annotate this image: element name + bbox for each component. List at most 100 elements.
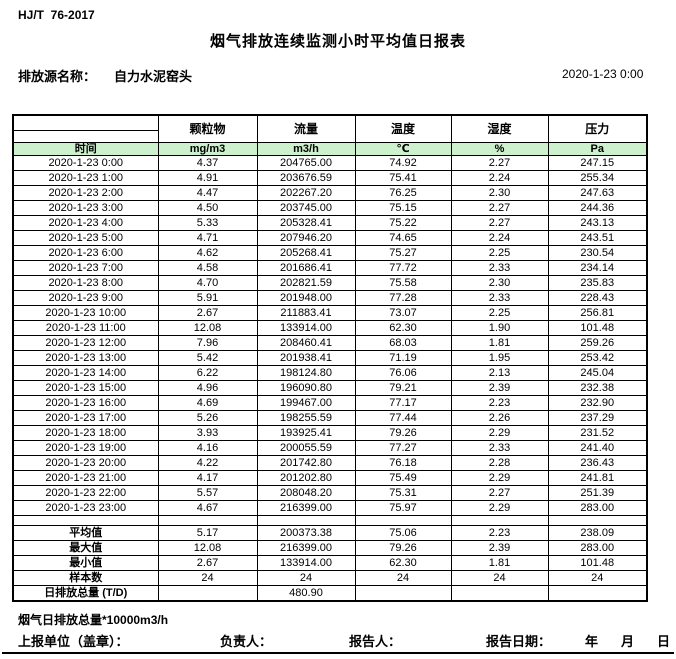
summary-value: 2.23 bbox=[450, 524, 549, 541]
summary-value: 2.39 bbox=[450, 539, 549, 556]
row-value: 4.70 bbox=[157, 274, 258, 291]
row-time: 2020-1-23 13:00 bbox=[12, 349, 159, 366]
time-header: 时间 bbox=[12, 141, 159, 156]
row-time: 2020-1-23 17:00 bbox=[12, 409, 159, 426]
table-row: 2020-1-23 7:00 4.58 201686.41 77.72 2.33 234.… bbox=[12, 259, 648, 276]
manager-label: 负责人： bbox=[220, 634, 273, 649]
row-time: 2020-1-23 22:00 bbox=[12, 484, 159, 501]
summary-value: 283.00 bbox=[547, 539, 648, 556]
row-value: 255.34 bbox=[547, 169, 648, 186]
table-row: 2020-1-23 22:00 5.57 208048.20 75.31 2.27 251… bbox=[12, 484, 648, 501]
row-value: 79.21 bbox=[354, 379, 452, 396]
row-value: 199467.00 bbox=[256, 394, 356, 411]
summary-label: 最大值 bbox=[12, 539, 159, 556]
row-time: 2020-1-23 12:00 bbox=[12, 334, 159, 351]
table-row: 2020-1-23 6:00 4.62 205268.41 75.27 2.25 230.… bbox=[12, 244, 648, 261]
row-value: 4.47 bbox=[157, 184, 258, 201]
year-label: 年 bbox=[585, 634, 599, 649]
row-value: 2.25 bbox=[450, 304, 549, 321]
row-value: 232.90 bbox=[547, 394, 648, 411]
table-row: 2020-1-23 9:00 5.91 201948.00 77.28 2.33 228.… bbox=[12, 289, 648, 306]
summary-value: 24 bbox=[157, 569, 258, 586]
unit-humidity: % bbox=[450, 141, 549, 156]
table-row: 2020-1-23 0:00 4.37 204765.00 74.92 2.27 247.… bbox=[12, 154, 648, 171]
summary-value: 2.67 bbox=[157, 554, 258, 571]
row-value: 4.37 bbox=[157, 154, 258, 171]
summary-value: 12.08 bbox=[157, 539, 258, 556]
summary-row: 样本数 24 24 24 24 24 bbox=[12, 569, 648, 586]
row-value: 208460.41 bbox=[256, 334, 356, 351]
row-time: 2020-1-23 21:00 bbox=[12, 469, 159, 486]
row-value: 73.07 bbox=[354, 304, 452, 321]
table-row: 2020-1-23 16:00 4.69 199467.00 77.17 2.23 232… bbox=[12, 394, 648, 411]
row-value: 77.28 bbox=[354, 289, 452, 306]
row-value: 71.19 bbox=[354, 349, 452, 366]
row-value: 200055.59 bbox=[256, 439, 356, 456]
time-header-blank-top bbox=[12, 114, 159, 131]
row-time: 2020-1-23 8:00 bbox=[12, 274, 159, 291]
row-value: 4.22 bbox=[157, 454, 258, 471]
summary-value: 216399.00 bbox=[256, 539, 356, 556]
row-value: 2.28 bbox=[450, 454, 549, 471]
row-value: 133914.00 bbox=[256, 319, 356, 336]
row-value: 236.43 bbox=[547, 454, 648, 471]
row-value: 201202.80 bbox=[256, 469, 356, 486]
row-value: 253.42 bbox=[547, 349, 648, 366]
summary-value: 101.48 bbox=[547, 554, 648, 571]
row-value: 193925.41 bbox=[256, 424, 356, 441]
reporter-label: 报告人： bbox=[349, 634, 402, 649]
unit-pressure: Pa bbox=[547, 141, 648, 156]
row-value: 216399.00 bbox=[256, 499, 356, 516]
row-value: 205268.41 bbox=[256, 244, 356, 261]
row-value: 2.13 bbox=[450, 364, 549, 381]
row-value: 4.91 bbox=[157, 169, 258, 186]
row-value: 77.27 bbox=[354, 439, 452, 456]
row-value: 75.31 bbox=[354, 484, 452, 501]
source-label: 排放源名称： bbox=[18, 69, 97, 84]
summary-value: 133914.00 bbox=[256, 554, 356, 571]
row-value: 241.40 bbox=[547, 439, 648, 456]
data-rows: 2020-1-23 0:00 4.37 204765.00 74.92 2.27 247.… bbox=[12, 154, 648, 516]
row-value: 76.06 bbox=[354, 364, 452, 381]
row-value: 68.03 bbox=[354, 334, 452, 351]
time-header-blank-bottom bbox=[12, 129, 159, 143]
source-line: 排放源名称： 自力水泥窑头 bbox=[18, 66, 192, 85]
row-value: 4.50 bbox=[157, 199, 258, 216]
col-header-temperature: 温度 bbox=[354, 114, 452, 143]
summary-value bbox=[354, 584, 452, 601]
row-value: 5.26 bbox=[157, 409, 258, 426]
row-value: 2.25 bbox=[450, 244, 549, 261]
row-time: 2020-1-23 0:00 bbox=[12, 154, 159, 171]
row-value: 201742.80 bbox=[256, 454, 356, 471]
row-value: 2.29 bbox=[450, 424, 549, 441]
summary-value bbox=[157, 584, 258, 601]
unit-temperature: ℃ bbox=[354, 141, 452, 156]
header-rows: 颗粒物 流量 温度 湿度 压力 时间 mg/m3 m3/h ℃ % Pa bbox=[12, 114, 648, 156]
table-row: 2020-1-23 13:00 5.42 201938.41 71.19 1.95 253… bbox=[12, 349, 648, 366]
row-value: 251.39 bbox=[547, 484, 648, 501]
report-unit-label: 上报单位（盖章）： bbox=[18, 634, 129, 649]
table-row: 2020-1-23 3:00 4.50 203745.00 75.15 2.27 244.… bbox=[12, 199, 648, 216]
table-row: 2020-1-23 4:00 5.33 205328.41 75.22 2.27 243.… bbox=[12, 214, 648, 231]
summary-row: 最大值 12.08 216399.00 79.26 2.39 283.00 bbox=[12, 539, 648, 556]
summary-value: 75.06 bbox=[354, 524, 452, 541]
row-value: 12.08 bbox=[157, 319, 258, 336]
row-value: 7.96 bbox=[157, 334, 258, 351]
table-row: 2020-1-23 10:00 2.67 211883.41 73.07 2.25 256… bbox=[12, 304, 648, 321]
summary-value: 200373.38 bbox=[256, 524, 356, 541]
row-value: 202267.20 bbox=[256, 184, 356, 201]
total-emission-note: 烟气日排放总量*10000m3/h bbox=[18, 613, 169, 627]
row-value: 247.63 bbox=[547, 184, 648, 201]
row-value: 4.71 bbox=[157, 229, 258, 246]
table-row: 2020-1-23 12:00 7.96 208460.41 68.03 1.81 259… bbox=[12, 334, 648, 351]
row-value: 201938.41 bbox=[256, 349, 356, 366]
row-time: 2020-1-23 20:00 bbox=[12, 454, 159, 471]
summary-value: 480.90 bbox=[256, 584, 356, 601]
row-value: 235.83 bbox=[547, 274, 648, 291]
row-value: 4.16 bbox=[157, 439, 258, 456]
row-value: 5.57 bbox=[157, 484, 258, 501]
row-value: 2.24 bbox=[450, 169, 549, 186]
row-value: 203745.00 bbox=[256, 199, 356, 216]
unit-header-row: 时间 mg/m3 m3/h ℃ % Pa bbox=[12, 141, 648, 156]
row-value: 204765.00 bbox=[256, 154, 356, 171]
